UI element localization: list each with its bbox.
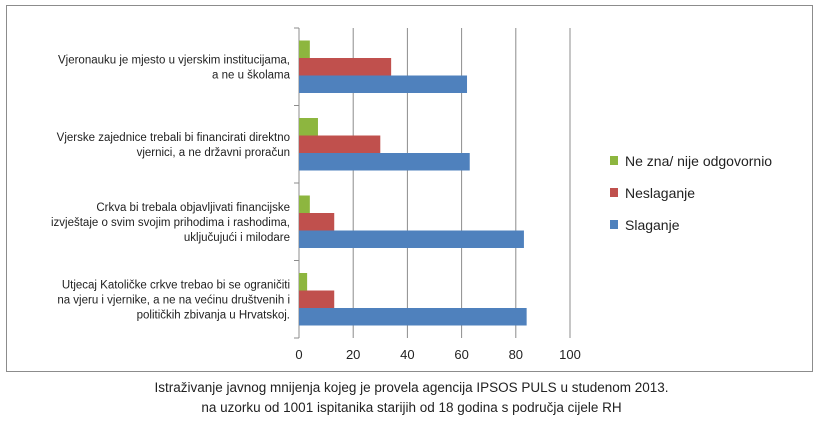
- category-label-3-line-2: političkih zbivanja u Hrvatskoj.: [137, 309, 290, 321]
- bar-neslaganje-3: [299, 290, 335, 308]
- category-label-0-line-1: a ne u školama: [212, 69, 291, 81]
- bar-ne-zna-nije-odgovornio-0: [299, 40, 310, 58]
- legend-label-0: Ne zna/ nije odgovornio: [625, 153, 772, 169]
- bar-slaganje-0: [299, 75, 468, 93]
- x-tick-label-5: 100: [559, 347, 581, 362]
- bar-neslaganje-1: [299, 135, 381, 153]
- category-label-0-line-0: Vjeronauku je mjesto u vjerskim instituc…: [58, 54, 290, 66]
- chart-frame: 0 20 40 60 80 100 Vjeronauku je mjesto u vjers…: [6, 5, 813, 372]
- caption: Istraživanje javnog mnijenja kojeg je pr…: [0, 378, 823, 418]
- bar-ne-zna-nije-odgovornio-3: [299, 273, 308, 291]
- bar-chart: 0 20 40 60 80 100 Vjeronauku je mjesto u vjers…: [51, 27, 772, 362]
- bar-slaganje-2: [299, 230, 524, 248]
- category-label-1: Vjerske zajednice trebali bi financirati…: [57, 132, 290, 159]
- bar-slaganje-3: [299, 308, 527, 326]
- caption-line-1: Istraživanje javnog mnijenja kojeg je pr…: [154, 380, 669, 395]
- bar-ne-zna-nije-odgovornio-1: [299, 118, 318, 136]
- bar-ne-zna-nije-odgovornio-2: [299, 195, 310, 213]
- category-label-0: Vjeronauku je mjesto u vjerskim instituc…: [58, 54, 291, 81]
- bar-neslaganje-0: [299, 58, 392, 76]
- bar-neslaganje-2: [299, 213, 335, 231]
- category-label-3-line-0: Utjecaj Katoličke crkve trebao bi se ogr…: [62, 279, 290, 291]
- caption-line-2: na uzorku od 1001 ispitanika starijih od…: [201, 400, 622, 415]
- legend-label-2: Slaganje: [625, 217, 680, 233]
- x-tick-label-3: 60: [454, 347, 468, 362]
- category-label-3: Utjecaj Katoličke crkve trebao bi se ogr…: [57, 279, 290, 321]
- x-tick-label-4: 80: [509, 347, 523, 362]
- category-label-2-line-2: uključujući i milodare: [184, 232, 290, 244]
- legend-swatch-2: [610, 220, 618, 229]
- category-label-3-line-1: na vjeru i vjernike, a ne na većinu druš…: [57, 294, 290, 306]
- category-label-2-line-0: Crkva bi trebala objavljivati financijsk…: [96, 202, 290, 214]
- category-label-1-line-0: Vjerske zajednice trebali bi financirati…: [57, 132, 290, 144]
- bar-slaganje-1: [299, 153, 470, 171]
- legend-label-1: Neslaganje: [625, 185, 695, 201]
- x-tick-label-2: 40: [400, 347, 414, 362]
- x-tick-label-1: 20: [346, 347, 360, 362]
- category-label-2-line-1: izvještaje o svim svojim prihodima i ras…: [51, 217, 290, 229]
- legend-swatch-1: [610, 188, 618, 197]
- category-label-1-line-1: vjernici, a ne državni proračun: [137, 147, 290, 159]
- category-label-2: Crkva bi trebala objavljivati financijsk…: [51, 202, 290, 244]
- x-tick-label-0: 0: [295, 347, 302, 362]
- legend-swatch-0: [610, 156, 618, 165]
